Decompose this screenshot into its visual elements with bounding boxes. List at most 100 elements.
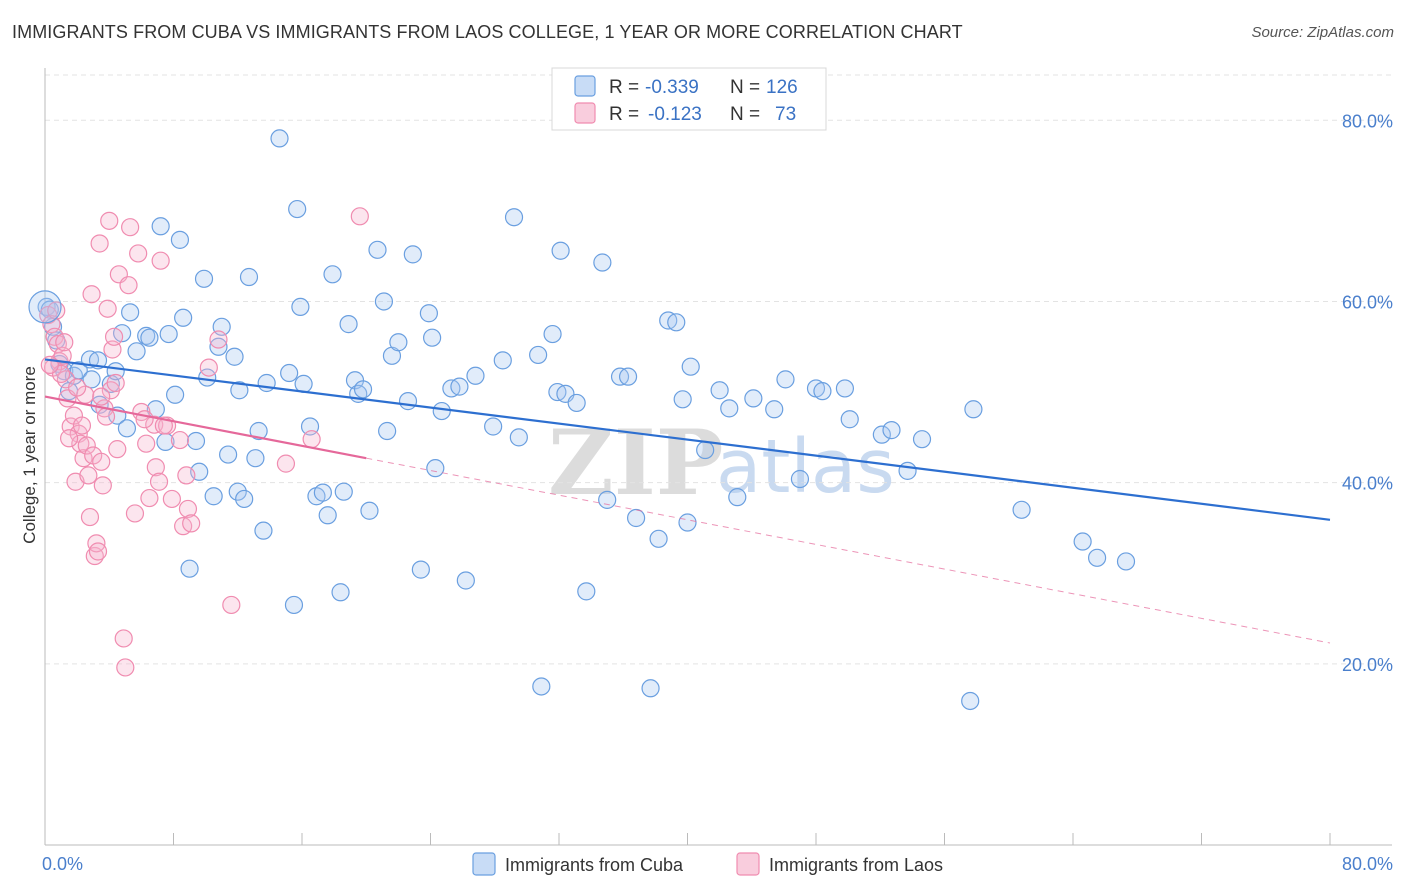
- point-cuba: [186, 431, 206, 451]
- point-cuba: [284, 595, 304, 615]
- point-laos: [125, 504, 145, 523]
- point-laos: [92, 452, 111, 471]
- point-laos: [55, 333, 74, 352]
- point-cuba: [334, 482, 353, 501]
- point-laos: [68, 378, 87, 397]
- point-laos: [114, 629, 133, 648]
- point-cuba: [294, 374, 313, 394]
- point-cuba: [368, 240, 387, 259]
- point-cuba: [235, 489, 254, 509]
- point-cuba: [509, 428, 528, 447]
- point-cuba: [961, 691, 980, 711]
- point-laos: [98, 299, 117, 318]
- point-laos: [170, 430, 190, 450]
- point-cuba: [426, 459, 445, 478]
- point-cuba: [219, 445, 238, 464]
- point-cuba: [649, 529, 668, 548]
- point-laos: [82, 285, 101, 304]
- point-cuba: [137, 326, 156, 345]
- point-cuba-large: [28, 290, 62, 324]
- point-cuba: [117, 419, 137, 438]
- point-cuba: [423, 328, 442, 347]
- point-cuba: [280, 363, 299, 383]
- point-cuba: [411, 560, 430, 579]
- legend: Immigrants from Cuba Immigrants from Lao…: [472, 852, 943, 876]
- point-cuba: [353, 380, 373, 399]
- chart-title: IMMIGRANTS FROM CUBA VS IMMIGRANTS FROM …: [12, 22, 963, 42]
- point-laos: [119, 276, 138, 295]
- point-laos: [146, 458, 165, 477]
- point-laos: [140, 488, 159, 508]
- point-cuba: [450, 377, 469, 396]
- point-laos: [96, 407, 116, 426]
- y-tick-label: 40.0%: [1342, 474, 1393, 494]
- stats-n-label: N =: [730, 77, 760, 98]
- legend-item-laos[interactable]: Immigrants from Laos: [736, 852, 943, 876]
- point-cuba: [389, 333, 408, 352]
- point-laos: [40, 355, 59, 374]
- point-laos: [100, 211, 119, 230]
- point-cuba: [331, 583, 350, 602]
- point-cuba: [432, 401, 451, 421]
- point-laos: [129, 244, 148, 263]
- x-tick-label: 0.0%: [42, 854, 83, 874]
- point-cuba: [678, 513, 697, 532]
- legend-label-laos: Immigrants from Laos: [769, 855, 943, 875]
- point-cuba: [577, 582, 596, 601]
- point-laos: [72, 416, 92, 435]
- point-laos: [350, 207, 369, 226]
- point-cuba: [882, 421, 901, 440]
- point-cuba: [174, 308, 193, 327]
- point-laos: [182, 514, 201, 533]
- stats-n-value: 126: [766, 77, 798, 98]
- point-cuba: [339, 315, 358, 334]
- trend-line-laos-extension: [366, 457, 1331, 644]
- point-cuba: [180, 559, 199, 578]
- y-tick-label: 20.0%: [1342, 655, 1393, 675]
- point-laos: [162, 489, 181, 509]
- trend-line-cuba: [44, 358, 1331, 521]
- point-laos: [135, 410, 154, 429]
- legend-item-cuba[interactable]: Immigrants from Cuba: [472, 852, 684, 876]
- point-laos: [145, 415, 164, 434]
- point-cuba: [598, 490, 617, 509]
- point-laos: [151, 251, 170, 270]
- x-tick-label: 80.0%: [1342, 854, 1393, 874]
- point-cuba: [209, 337, 228, 356]
- stats-r-label: R =: [609, 104, 639, 125]
- point-cuba: [398, 392, 418, 411]
- point-cuba: [403, 245, 422, 264]
- point-cuba: [813, 382, 832, 401]
- point-cuba: [466, 366, 485, 385]
- point-cuba: [270, 129, 289, 148]
- point-cuba: [323, 265, 342, 284]
- point-cuba: [318, 506, 337, 525]
- point-cuba: [194, 269, 214, 288]
- stats-box: R = -0.339 N = 126 R = -0.123 N = 73: [551, 67, 827, 131]
- point-cuba: [140, 328, 159, 347]
- point-cuba: [790, 469, 810, 489]
- point-cuba: [720, 399, 739, 418]
- point-cuba: [121, 303, 140, 322]
- point-laos: [302, 430, 321, 449]
- point-laos: [276, 454, 296, 473]
- point-cuba: [225, 347, 244, 366]
- point-cuba: [641, 679, 660, 698]
- point-cuba: [681, 357, 700, 376]
- point-cuba: [964, 400, 983, 419]
- point-laos: [108, 440, 127, 459]
- point-cuba: [246, 449, 265, 468]
- point-laos: [92, 387, 111, 406]
- point-cuba: [529, 345, 548, 365]
- point-cuba: [776, 370, 795, 389]
- point-laos: [222, 595, 241, 615]
- point-cuba: [166, 385, 185, 404]
- point-cuba: [673, 390, 692, 409]
- point-cuba: [254, 521, 273, 540]
- point-cuba: [360, 501, 379, 520]
- point-cuba: [378, 421, 397, 441]
- point-cuba: [710, 381, 729, 400]
- point-cuba: [728, 488, 747, 507]
- point-cuba: [249, 421, 268, 441]
- point-cuba: [228, 482, 247, 501]
